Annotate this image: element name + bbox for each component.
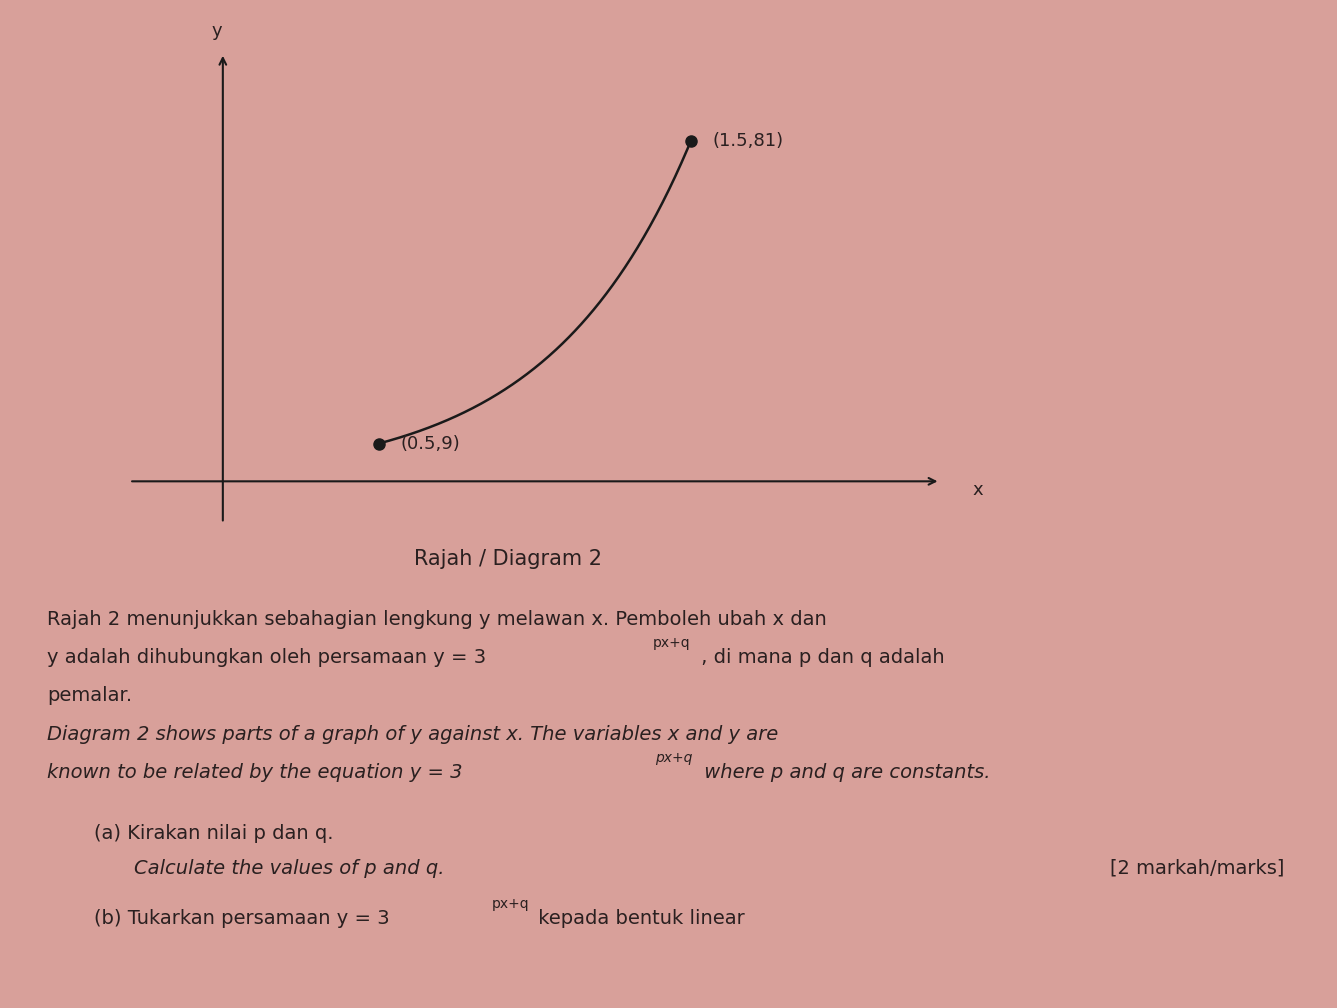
Text: , di mana p dan q adalah: , di mana p dan q adalah — [695, 648, 945, 667]
Text: pemalar.: pemalar. — [47, 686, 132, 706]
Text: px+q: px+q — [652, 636, 690, 650]
Text: kepada bentuk linear: kepada bentuk linear — [532, 908, 745, 927]
Text: px+q: px+q — [492, 896, 529, 910]
Text: Rajah 2 menunjukkan sebahagian lengkung y melawan x. Pemboleh ubah x dan: Rajah 2 menunjukkan sebahagian lengkung … — [47, 610, 826, 629]
Text: x: x — [972, 481, 983, 499]
Text: Diagram 2 shows parts of a graph of y against x. The variables x and y are: Diagram 2 shows parts of a graph of y ag… — [47, 725, 778, 744]
Text: (a) Kirakan nilai p dan q.: (a) Kirakan nilai p dan q. — [94, 825, 333, 844]
Text: known to be related by the equation y = 3: known to be related by the equation y = … — [47, 763, 463, 782]
Text: px+q: px+q — [655, 751, 693, 765]
Text: Calculate the values of p and q.: Calculate the values of p and q. — [134, 859, 444, 878]
Text: Rajah / Diagram 2: Rajah / Diagram 2 — [414, 549, 602, 570]
Text: y: y — [211, 22, 222, 40]
Text: y adalah dihubungkan oleh persamaan y = 3: y adalah dihubungkan oleh persamaan y = … — [47, 648, 485, 667]
Text: (1.5,81): (1.5,81) — [713, 132, 783, 150]
Text: [2 markah/marks]: [2 markah/marks] — [1110, 859, 1284, 878]
Text: (0.5,9): (0.5,9) — [401, 434, 460, 453]
Text: (b) Tukarkan persamaan y = 3: (b) Tukarkan persamaan y = 3 — [94, 908, 389, 927]
Text: where p and q are constants.: where p and q are constants. — [698, 763, 991, 782]
